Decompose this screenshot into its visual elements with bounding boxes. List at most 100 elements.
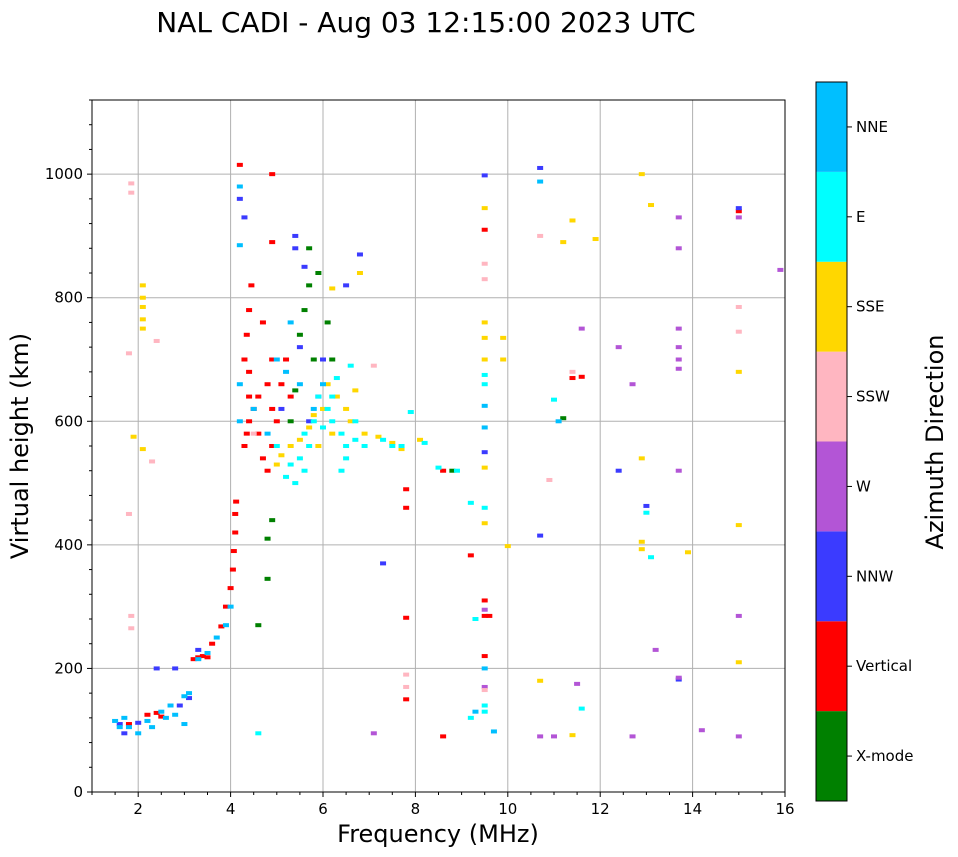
data-point bbox=[195, 657, 202, 662]
data-point bbox=[310, 419, 317, 424]
data-point bbox=[735, 215, 742, 220]
data-point bbox=[273, 462, 280, 467]
data-point bbox=[398, 444, 405, 448]
data-point bbox=[292, 481, 299, 486]
data-point bbox=[269, 172, 276, 177]
data-point bbox=[149, 725, 156, 730]
data-point bbox=[287, 320, 294, 325]
data-point bbox=[287, 394, 294, 399]
data-point bbox=[296, 437, 303, 442]
data-point bbox=[139, 283, 146, 288]
data-point bbox=[264, 468, 271, 473]
data-point bbox=[301, 431, 308, 436]
x-tick-label: 16 bbox=[775, 800, 794, 818]
data-point bbox=[139, 295, 146, 300]
data-point bbox=[560, 240, 567, 245]
data-point bbox=[259, 320, 266, 325]
data-point bbox=[209, 641, 216, 646]
data-point bbox=[481, 703, 488, 708]
data-point bbox=[481, 666, 488, 671]
data-point bbox=[128, 626, 135, 631]
colorbar-segment bbox=[816, 441, 847, 532]
data-point bbox=[264, 576, 271, 581]
data-point bbox=[278, 382, 285, 387]
data-point bbox=[643, 510, 650, 515]
data-point bbox=[735, 209, 742, 214]
data-point bbox=[343, 406, 350, 411]
data-point bbox=[320, 382, 326, 387]
data-point bbox=[130, 434, 137, 439]
data-point bbox=[135, 720, 142, 725]
data-point bbox=[735, 369, 742, 374]
data-point bbox=[232, 511, 239, 516]
data-point bbox=[481, 688, 488, 693]
data-point bbox=[375, 434, 382, 439]
data-point bbox=[675, 345, 682, 350]
data-point bbox=[236, 196, 243, 201]
data-point bbox=[481, 382, 488, 387]
data-point bbox=[139, 447, 146, 452]
data-point bbox=[698, 728, 705, 733]
data-point bbox=[301, 468, 308, 473]
data-point bbox=[248, 283, 255, 288]
data-point bbox=[296, 456, 303, 461]
data-point bbox=[139, 304, 146, 309]
data-point bbox=[255, 623, 262, 628]
data-point bbox=[218, 624, 225, 629]
data-point bbox=[243, 332, 250, 337]
data-point bbox=[236, 162, 243, 167]
data-point bbox=[186, 691, 193, 696]
data-point bbox=[278, 406, 285, 411]
data-point bbox=[232, 530, 239, 535]
data-point bbox=[638, 539, 645, 544]
colorbar-segment bbox=[816, 261, 847, 352]
data-point bbox=[125, 351, 132, 356]
data-point bbox=[329, 357, 336, 362]
data-point bbox=[320, 357, 326, 362]
data-point bbox=[370, 363, 377, 368]
data-point bbox=[296, 382, 303, 387]
data-point bbox=[158, 714, 165, 719]
data-point bbox=[361, 431, 368, 436]
data-point bbox=[128, 181, 135, 186]
data-point bbox=[472, 709, 479, 714]
x-tick-label: 6 bbox=[318, 800, 328, 818]
data-point bbox=[264, 536, 271, 541]
data-point bbox=[128, 613, 135, 618]
data-point bbox=[153, 338, 160, 343]
y-axis-label: Virtual height (km) bbox=[6, 333, 34, 559]
data-point bbox=[735, 734, 742, 739]
data-point bbox=[440, 734, 447, 739]
data-point bbox=[551, 734, 557, 739]
data-point bbox=[250, 431, 257, 436]
data-point bbox=[347, 419, 354, 424]
colorbar-tick-label: NNE bbox=[856, 118, 888, 136]
colorbar-segment bbox=[816, 531, 847, 622]
data-point bbox=[343, 444, 350, 448]
data-point bbox=[278, 453, 285, 458]
data-point bbox=[592, 237, 599, 242]
plot-background bbox=[92, 100, 785, 792]
data-point bbox=[236, 382, 243, 387]
data-point bbox=[333, 376, 340, 381]
colorbar-tick-label: W bbox=[856, 477, 871, 495]
data-point bbox=[735, 660, 742, 665]
data-point bbox=[777, 267, 784, 272]
data-point bbox=[537, 533, 544, 538]
data-point bbox=[230, 549, 237, 554]
data-point bbox=[121, 715, 128, 720]
y-tick-label: 400 bbox=[54, 536, 83, 554]
data-point bbox=[481, 320, 488, 325]
data-point bbox=[347, 363, 354, 368]
chart-title: NAL CADI - Aug 03 12:15:00 2023 UTC bbox=[156, 6, 695, 39]
data-point bbox=[398, 447, 405, 452]
data-point bbox=[481, 450, 488, 455]
data-point bbox=[259, 456, 266, 461]
data-point bbox=[246, 308, 253, 313]
data-point bbox=[204, 650, 211, 655]
data-point bbox=[578, 374, 585, 379]
data-point bbox=[467, 500, 474, 505]
data-point bbox=[352, 419, 359, 424]
data-point bbox=[643, 503, 650, 508]
